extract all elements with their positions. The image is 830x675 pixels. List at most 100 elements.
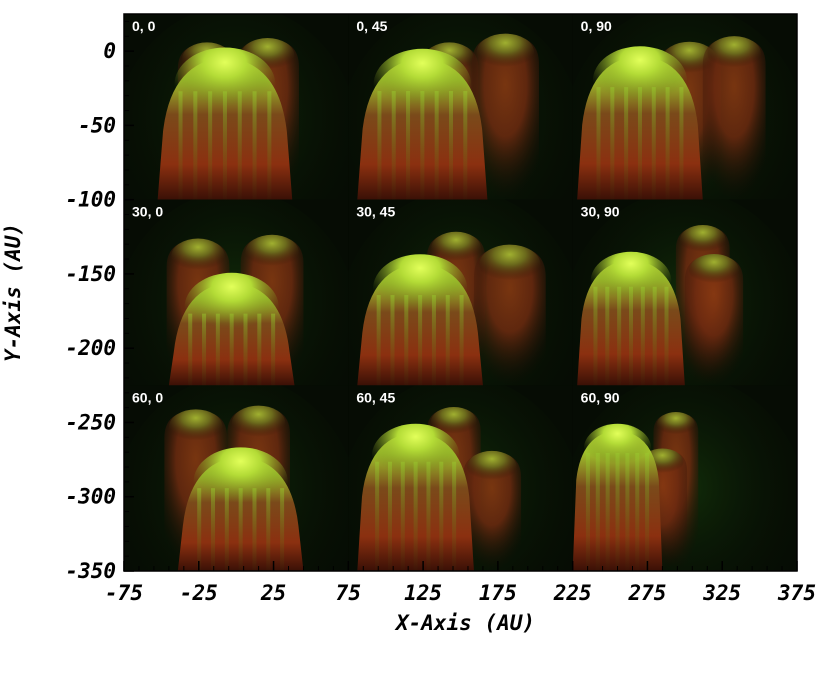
plume-filament <box>640 286 645 386</box>
secondary-clump-cap <box>689 254 739 287</box>
plume-filament <box>404 295 409 386</box>
plume-filament <box>652 286 657 386</box>
plume-filament <box>377 91 382 200</box>
x-tick-label: 325 <box>702 581 741 605</box>
plume-filament <box>459 295 464 386</box>
secondary-clump-cap <box>467 450 517 483</box>
plume-filament <box>605 286 610 386</box>
panel-30-90: 30, 90 <box>572 199 798 386</box>
plume-filament <box>413 461 418 572</box>
main-plume-cap <box>174 47 276 122</box>
plume-filament <box>628 286 633 386</box>
plume-filament <box>625 452 630 572</box>
panel-label: 30, 45 <box>356 204 395 220</box>
main-plume-cap <box>373 254 468 324</box>
panel-label: 30, 0 <box>132 204 163 220</box>
plume-filament <box>445 295 450 386</box>
plume-filament <box>280 488 285 572</box>
plume-filament <box>202 313 207 386</box>
plume-filament <box>271 313 276 386</box>
secondary-clump <box>702 37 766 200</box>
y-tick-label: -150 <box>65 262 116 286</box>
plume-filament <box>237 91 242 200</box>
secondary-clump-cap <box>679 225 726 255</box>
plume-filament <box>406 91 411 200</box>
plume-filament <box>400 461 405 572</box>
plot-frame <box>123 13 798 572</box>
y-tick-label: -200 <box>65 336 116 360</box>
x-tick-label: 125 <box>404 581 442 605</box>
panel-0-45: 0, 45 <box>348 14 573 200</box>
panel-label: 0, 0 <box>132 18 156 34</box>
y-axis-title: Y-Axis (AU) <box>1 223 25 362</box>
panel-label: 30, 90 <box>581 204 620 220</box>
plume-filament <box>624 87 629 200</box>
plume-filament <box>376 295 381 386</box>
plume-filament <box>651 87 656 200</box>
plume-filament <box>418 295 423 386</box>
panel-label: 0, 45 <box>356 18 387 34</box>
plume-filament <box>679 87 684 200</box>
plume-filament <box>431 295 436 386</box>
y-tick-label: -350 <box>65 559 116 583</box>
plume-filament <box>596 87 601 200</box>
secondary-clump <box>684 255 744 386</box>
plume-filament <box>426 461 431 572</box>
main-plume-cap <box>184 272 279 342</box>
plume-filament <box>178 91 183 200</box>
panel-60-45: 60, 45 <box>348 385 573 572</box>
plume-filament <box>439 461 444 572</box>
plume-filament <box>637 87 642 200</box>
plume-filament <box>615 452 620 572</box>
plume-filament <box>211 488 216 572</box>
secondary-clump-cap <box>231 405 286 441</box>
x-tick-label: 175 <box>479 581 517 605</box>
panel-60-90: 60, 90 <box>572 385 798 572</box>
secondary-clump-cap <box>171 238 225 274</box>
plume-filament <box>238 488 243 572</box>
y-tick-label: -50 <box>78 113 116 137</box>
plume-filament <box>208 91 213 200</box>
secondary-clump <box>471 35 540 200</box>
main-plume-cap <box>590 251 672 311</box>
panel-label: 0, 90 <box>581 18 612 34</box>
plume-filament <box>664 286 669 386</box>
plume-filament <box>593 286 598 386</box>
plume-filament <box>229 313 234 386</box>
plume-filament <box>420 91 425 200</box>
plume-filament <box>585 452 590 572</box>
plume-filament <box>665 87 670 200</box>
panel-label: 60, 90 <box>581 389 620 405</box>
plume-filament <box>188 313 193 386</box>
secondary-clump-cap <box>430 406 477 437</box>
plume-filament <box>257 313 262 386</box>
plume-filament <box>375 461 380 572</box>
panel-label: 60, 0 <box>132 389 163 405</box>
plume-filament <box>595 452 600 572</box>
y-tick-label: -100 <box>65 188 116 212</box>
x-tick-label: 225 <box>553 581 592 605</box>
x-tick-label: 25 <box>260 581 286 605</box>
panel-60-0: 60, 0 <box>124 385 349 572</box>
main-plume-cap <box>592 46 688 116</box>
plume-filament <box>193 91 198 200</box>
plume-filament <box>605 452 610 572</box>
plume-filament <box>635 452 640 572</box>
y-tick-label: -300 <box>65 485 116 509</box>
x-tick-label: 375 <box>777 581 816 605</box>
main-plume-cap <box>193 447 288 517</box>
x-tick-label: 75 <box>336 581 361 605</box>
secondary-clump-cap <box>656 412 695 437</box>
x-tick-label: -25 <box>180 581 218 605</box>
x-axis-title: X-Axis (AU) <box>394 611 535 635</box>
plume-filament <box>463 91 468 200</box>
plume-filament <box>222 91 227 200</box>
plume-filament <box>617 286 622 386</box>
plume-filament <box>252 488 257 572</box>
plume-filament <box>215 313 220 386</box>
plume-filament <box>390 295 395 386</box>
x-tick-label: 275 <box>627 581 666 605</box>
plume-filament <box>391 91 396 200</box>
